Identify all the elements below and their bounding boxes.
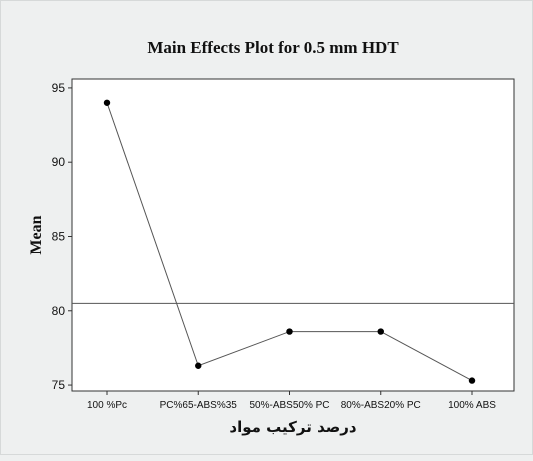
data-point	[103, 99, 111, 106]
y-tick-label: 85	[52, 229, 66, 243]
x-axis-ticks: 100 %Pc PC%65-ABS%35 50%-ABS50% PC 80%-ABS2…	[87, 391, 496, 411]
chart-title: Main Effects Plot for 0.5 mm HDT	[147, 38, 399, 57]
y-tick-label: 95	[52, 81, 66, 95]
series-mean	[103, 99, 476, 384]
data-point	[195, 362, 202, 369]
y-tick-label: 75	[52, 378, 66, 392]
data-point	[468, 377, 476, 384]
x-axis-label: درصد ترکیب مواد	[229, 418, 356, 436]
x-tick-label: 50%-ABS50% PC	[249, 400, 329, 411]
y-tick-label: 80	[52, 304, 66, 318]
y-axis-ticks: 75 80 85 90 95	[52, 81, 72, 392]
x-tick-label: 100% ABS	[448, 400, 496, 411]
y-axis-label: Mean	[28, 215, 45, 254]
x-tick-label: PC%65-ABS%35	[160, 400, 238, 411]
x-tick-label: 100 %Pc	[87, 400, 127, 411]
data-point	[377, 328, 384, 335]
x-tick-label: 80%-ABS20% PC	[341, 400, 421, 411]
data-point	[286, 328, 293, 335]
plot-area	[71, 78, 515, 392]
y-tick-label: 90	[52, 155, 66, 169]
